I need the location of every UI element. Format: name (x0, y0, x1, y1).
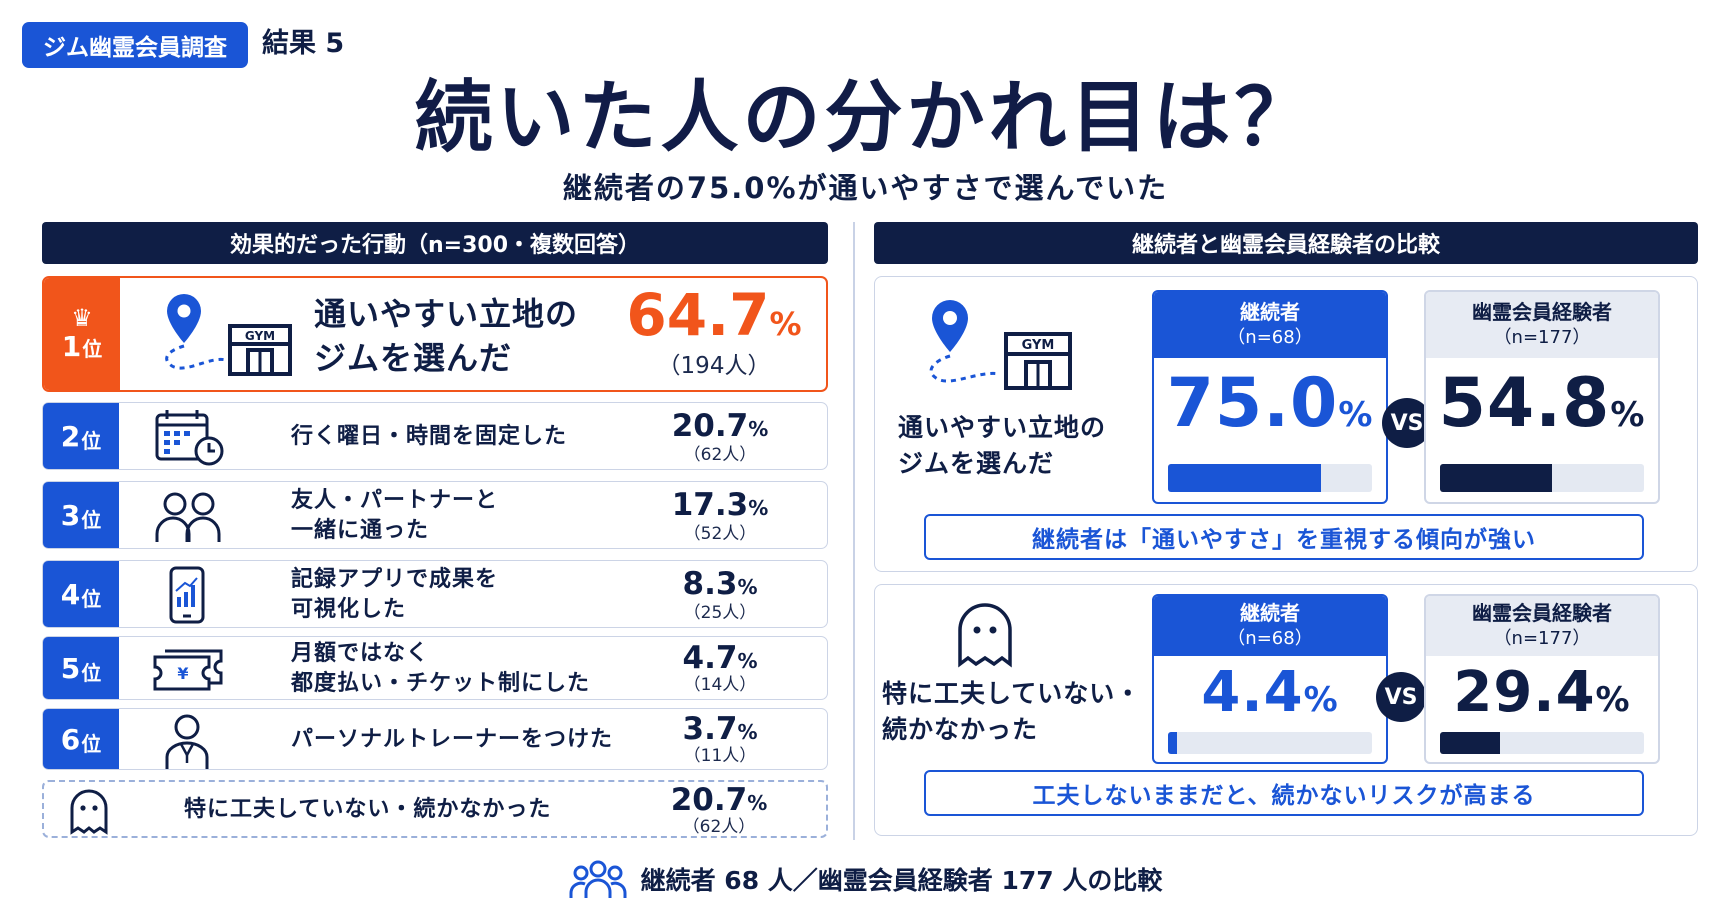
continuer-value: 75.0% (1166, 364, 1374, 443)
compare-label: 通いやすい立地の ジムを選んだ (898, 413, 1107, 478)
ghost-member-value: 54.8% (1438, 364, 1646, 443)
location-gym-icon: GYM (165, 294, 292, 376)
ranking-value: 4.7% (682, 640, 758, 676)
ranking-count: （14人） (683, 675, 757, 695)
ranking-value: 20.7% (671, 408, 769, 444)
compare-label: 特に工夫していない・ 続かなかった (882, 679, 1142, 744)
compare-panel-no-effort (874, 584, 1698, 836)
survey-badge: ジム幽霊会員調査 (22, 22, 248, 68)
footer: 継続者 68 人／幽霊会員経験者 177 人の比較 (0, 858, 1731, 900)
result-label: 結果 5 (262, 28, 345, 59)
no-effort-label: 特に工夫していない・続かなかった (184, 797, 552, 822)
page-subtitle: 継続者の75.0%が通いやすさで選んでいた (562, 171, 1169, 205)
location-gym-icon: GYM (929, 300, 1072, 390)
column-divider (853, 222, 855, 840)
ranking-label: 友人・パートナーと 一緒に通った (291, 488, 499, 543)
ghost-member-value: 29.4% (1453, 660, 1631, 725)
svg-text:GYM: GYM (245, 329, 275, 343)
compare-panel-location (874, 276, 1698, 572)
calendar-clock-icon (155, 410, 224, 466)
continuer-bar (1168, 732, 1372, 754)
continuer-bar (1168, 464, 1372, 492)
ghost-member-bar (1440, 464, 1644, 492)
vs-badge: VS (1382, 398, 1432, 448)
rank-badge: ♛ 1位 (44, 278, 120, 390)
compare-note-1: 継続者は「通いやすさ」を重視する傾向が強い (924, 514, 1644, 560)
no-effort-count: （62人） (682, 817, 756, 837)
ticket-yen-icon: ¥ (153, 649, 223, 691)
continuer-card-2: 継続者 （n=68） 4.4% (1152, 594, 1388, 764)
ranking-count: （194人） (657, 353, 771, 379)
ghost-member-bar (1440, 732, 1644, 754)
left-section-header: 効果的だった行動（n=300・複数回答） (42, 222, 828, 264)
ranking-count: （52人） (683, 524, 757, 544)
ranking-label: 月額ではなく 都度払い・チケット制にした (291, 641, 591, 696)
ghost-member-bar-fill (1440, 464, 1552, 492)
svg-text:GYM: GYM (1022, 338, 1055, 353)
ghost-icon (958, 603, 1012, 668)
continuer-bar-fill (1168, 464, 1321, 492)
ranking-value: 3.7% (682, 711, 758, 747)
ranking-value: 64.7% (626, 281, 802, 349)
ghost-icon (70, 789, 108, 835)
ranking-count: （62人） (683, 445, 757, 465)
trainer-icon (165, 714, 209, 769)
page-title: 続いた人の分かれ目は？ (414, 73, 1317, 163)
no-effort-value: 20.7% (670, 782, 768, 818)
svg-text:¥: ¥ (177, 664, 188, 683)
ranking-value: 8.3% (682, 566, 758, 602)
group-icon (569, 860, 627, 898)
ghost-member-card-2: 幽霊会員経験者 （n=177） 29.4% (1424, 594, 1660, 764)
no-effort-row: 特に工夫していない・続かなかった 20.7% （62人） (42, 780, 828, 838)
ghost-member-bar-fill (1440, 732, 1500, 754)
crown-icon: ♛ (71, 303, 93, 332)
ranking-label: 通いやすい立地の ジムを選んだ (314, 295, 579, 377)
ranking-label: パーソナルトレーナーをつけた (291, 727, 614, 752)
continuer-value: 4.4% (1201, 660, 1339, 725)
smartphone-chart-icon (169, 566, 205, 624)
vs-badge: VS (1376, 672, 1426, 722)
ranking-label: 行く曜日・時間を固定した (291, 424, 568, 449)
ghost-member-card-1: 幽霊会員経験者 （n=177） 54.8% (1424, 290, 1660, 504)
ranking-label: 記録アプリで成果を 可視化した (291, 567, 499, 622)
continuer-bar-fill (1168, 732, 1177, 754)
ranking-row-1: ♛ 1位 GYM 通いやすい立地の ジムを選んだ 64.7% （194人） (42, 276, 828, 392)
continuer-card-1: 継続者 （n=68） 75.0% (1152, 290, 1388, 504)
ranking-count: （25人） (683, 603, 757, 623)
compare-note-2: 工夫しないままだと、続かないリスクが高まる (924, 770, 1644, 816)
right-section-header: 継続者と幽霊会員経験者の比較 (874, 222, 1698, 264)
people-icon (155, 492, 221, 542)
ranking-count: （11人） (683, 746, 757, 766)
ranking-value: 17.3% (671, 487, 769, 523)
